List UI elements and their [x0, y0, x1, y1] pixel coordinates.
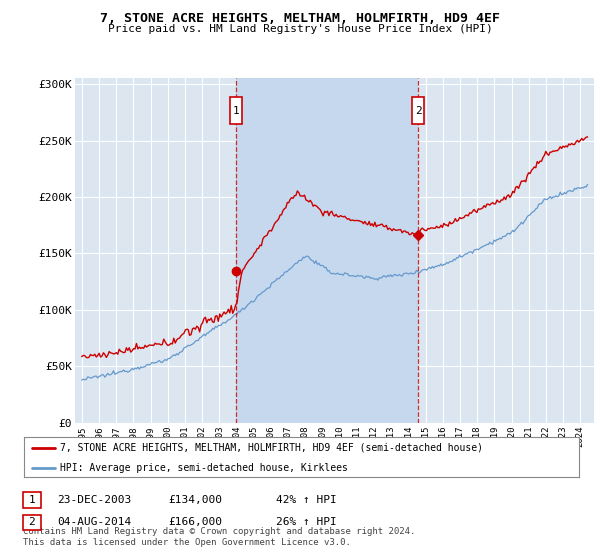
Text: 7, STONE ACRE HEIGHTS, MELTHAM, HOLMFIRTH, HD9 4EF (semi-detached house): 7, STONE ACRE HEIGHTS, MELTHAM, HOLMFIRT… — [60, 443, 483, 452]
Text: 2: 2 — [28, 517, 35, 528]
Text: HPI: Average price, semi-detached house, Kirklees: HPI: Average price, semi-detached house,… — [60, 463, 348, 473]
FancyBboxPatch shape — [230, 97, 242, 124]
Text: 7, STONE ACRE HEIGHTS, MELTHAM, HOLMFIRTH, HD9 4EF: 7, STONE ACRE HEIGHTS, MELTHAM, HOLMFIRT… — [100, 12, 500, 25]
Bar — [236, 78, 418, 423]
Text: 23-DEC-2003: 23-DEC-2003 — [57, 495, 131, 505]
FancyBboxPatch shape — [412, 97, 424, 124]
Text: 42% ↑ HPI: 42% ↑ HPI — [276, 495, 337, 505]
Text: 1: 1 — [233, 106, 239, 115]
Text: Contains HM Land Registry data © Crown copyright and database right 2024.
This d: Contains HM Land Registry data © Crown c… — [23, 527, 415, 547]
Text: £134,000: £134,000 — [168, 495, 222, 505]
Text: Price paid vs. HM Land Registry's House Price Index (HPI): Price paid vs. HM Land Registry's House … — [107, 24, 493, 34]
Text: 1: 1 — [28, 495, 35, 505]
Text: 04-AUG-2014: 04-AUG-2014 — [57, 517, 131, 528]
Text: 26% ↑ HPI: 26% ↑ HPI — [276, 517, 337, 528]
Text: £166,000: £166,000 — [168, 517, 222, 528]
Text: 2: 2 — [415, 106, 422, 115]
